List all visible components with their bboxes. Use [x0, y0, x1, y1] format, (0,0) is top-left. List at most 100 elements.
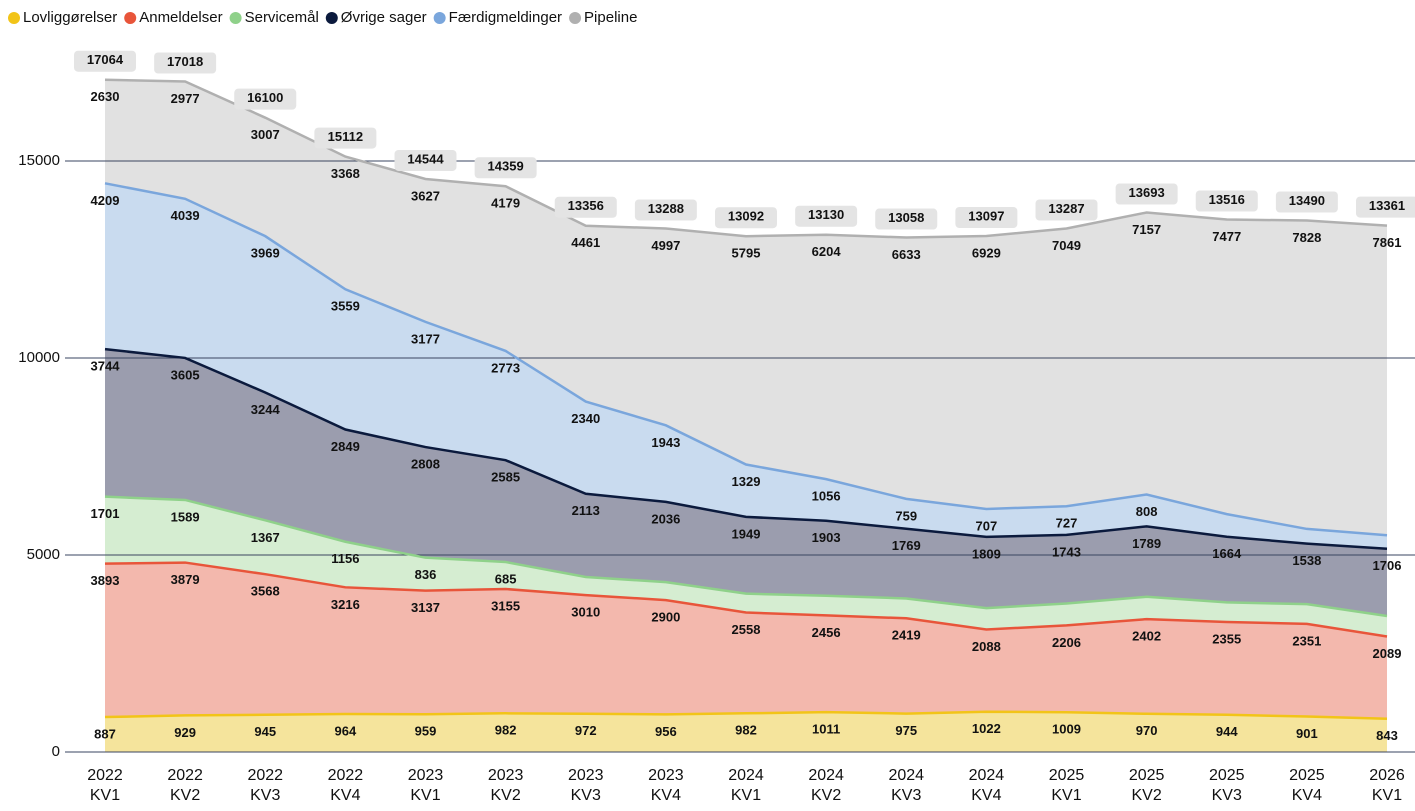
value-label: 2900 — [651, 610, 680, 625]
value-label: 2402 — [1132, 629, 1161, 644]
total-label: 15112 — [328, 129, 363, 144]
total-box — [795, 205, 858, 227]
value-label: 759 — [895, 508, 917, 523]
x-tick-label: 2023 — [408, 767, 444, 784]
value-label: 982 — [735, 723, 757, 738]
value-label: 7157 — [1132, 222, 1161, 237]
x-tick-label: 2023 — [568, 767, 604, 784]
value-label: 1789 — [1132, 536, 1161, 551]
series-line — [104, 347, 1388, 551]
area — [105, 183, 1387, 549]
x-tick-label: 2024 — [969, 767, 1005, 784]
value-label: 2558 — [732, 622, 761, 637]
total-box — [1195, 190, 1258, 212]
value-label: 1009 — [1052, 722, 1081, 737]
total-label: 14544 — [407, 151, 444, 166]
total-box — [875, 208, 938, 230]
total-label: 13130 — [808, 207, 844, 222]
value-label: 929 — [174, 725, 196, 740]
total-box — [1275, 191, 1338, 213]
y-tick-label: 5000 — [27, 546, 60, 563]
x-tick-label: 2024 — [808, 767, 844, 784]
x-tick-label: KV2 — [491, 787, 521, 804]
x-tick-label: KV1 — [410, 787, 440, 804]
value-label: 2089 — [1373, 646, 1402, 661]
value-label: 964 — [335, 723, 357, 738]
value-label: 1367 — [251, 530, 280, 545]
value-label: 2088 — [972, 639, 1001, 654]
x-tick-label: KV3 — [571, 787, 601, 804]
x-tick-label: 2024 — [888, 767, 924, 784]
value-label: 6204 — [812, 244, 842, 259]
value-label: 3568 — [251, 584, 280, 599]
value-label: 3879 — [171, 572, 200, 587]
value-label: 1022 — [972, 721, 1001, 736]
legend-marker — [229, 12, 242, 24]
value-label: 970 — [1136, 723, 1158, 738]
total-box — [394, 149, 457, 171]
x-tick-label: KV1 — [90, 787, 120, 804]
x-tick-label: 2022 — [247, 767, 283, 784]
value-label: 3893 — [91, 573, 120, 588]
x-tick-label: KV4 — [330, 787, 360, 804]
value-label: 2340 — [571, 411, 600, 426]
legend-marker — [433, 12, 446, 24]
total-label: 17064 — [87, 52, 124, 67]
area — [105, 562, 1387, 719]
value-label: 1538 — [1292, 553, 1321, 568]
value-label: 3969 — [251, 246, 280, 261]
value-label: 6633 — [892, 247, 921, 262]
total-box — [1356, 196, 1415, 218]
value-label: 3007 — [251, 127, 280, 142]
value-label: 2773 — [491, 360, 520, 375]
total-box — [634, 199, 697, 221]
total-label: 13356 — [568, 198, 604, 213]
value-label: 1949 — [732, 526, 761, 541]
value-label: 2630 — [91, 89, 120, 104]
legend-label: Pipeline — [584, 9, 637, 26]
value-label: 1903 — [812, 530, 841, 545]
area — [105, 349, 1387, 616]
value-label: 2351 — [1292, 633, 1321, 648]
x-tick-label: KV1 — [1372, 787, 1402, 804]
x-tick-label: 2026 — [1369, 767, 1405, 784]
total-label: 17018 — [167, 54, 203, 69]
legend-marker — [569, 12, 582, 24]
value-label: 3368 — [331, 166, 360, 181]
area — [105, 79, 1387, 536]
value-label: 2977 — [171, 91, 200, 106]
series-line — [104, 495, 1388, 618]
series-line — [104, 710, 1388, 721]
value-label: 4209 — [91, 193, 120, 208]
total-box — [554, 196, 617, 218]
value-label: 1056 — [812, 489, 841, 504]
value-label: 3177 — [411, 331, 440, 346]
x-tick-label: 2023 — [648, 767, 684, 784]
x-tick-label: KV4 — [651, 787, 681, 804]
x-tick-label: KV4 — [971, 787, 1001, 804]
series-line — [104, 182, 1388, 537]
value-label: 3605 — [171, 367, 200, 382]
value-label: 1943 — [651, 435, 680, 450]
value-label: 3010 — [571, 605, 600, 620]
x-tick-label: KV3 — [250, 787, 280, 804]
x-tick-label: KV2 — [1132, 787, 1162, 804]
value-label: 836 — [415, 567, 437, 582]
x-tick-label: KV3 — [1212, 787, 1242, 804]
value-label: 3216 — [331, 597, 360, 612]
legend-label: Anmeldelser — [139, 9, 222, 26]
x-tick-label: 2022 — [328, 767, 364, 784]
total-box — [74, 50, 136, 72]
value-label: 956 — [655, 724, 677, 739]
x-tick-label: 2022 — [167, 767, 203, 784]
value-label: 7828 — [1292, 230, 1321, 245]
total-label: 16100 — [247, 90, 283, 105]
area — [105, 711, 1387, 752]
total-box — [314, 127, 377, 149]
value-label: 3244 — [251, 402, 281, 417]
x-tick-label: KV3 — [891, 787, 921, 804]
value-label: 6929 — [972, 245, 1001, 260]
y-tick-label: 15000 — [18, 152, 60, 169]
value-label: 685 — [495, 571, 517, 586]
